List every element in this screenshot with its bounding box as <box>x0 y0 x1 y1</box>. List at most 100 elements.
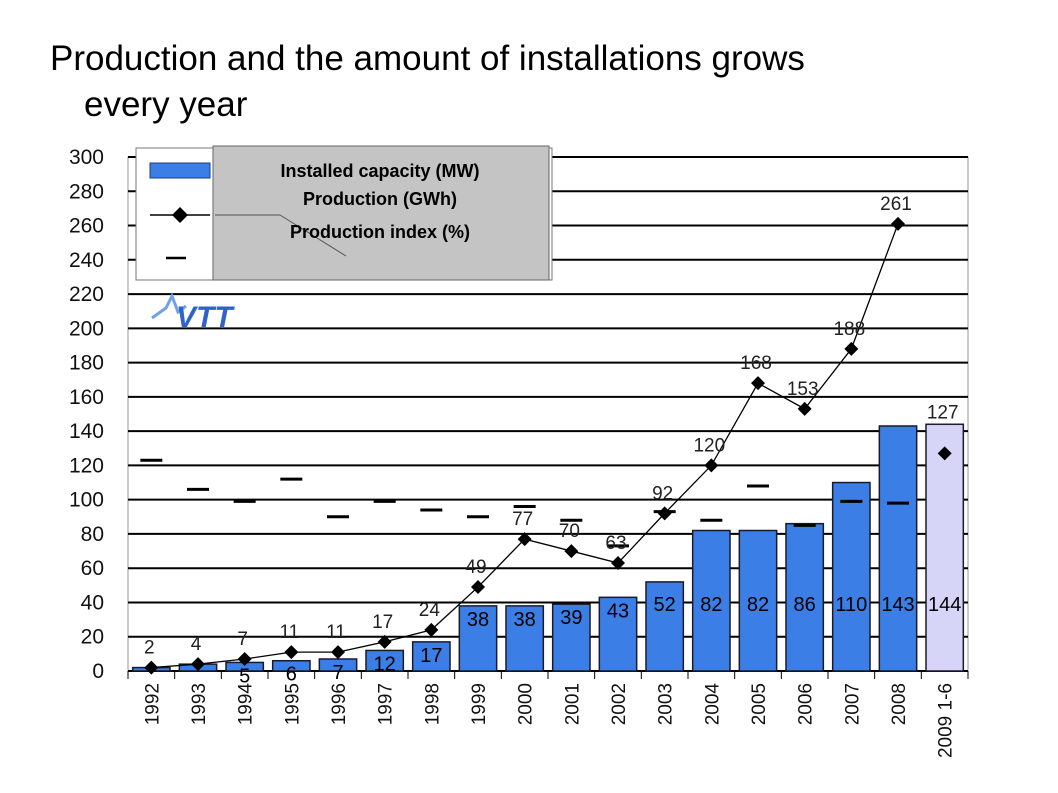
production-label: 11 <box>279 622 299 643</box>
production-marker <box>797 401 812 416</box>
y-tick-label: 300 <box>69 146 104 169</box>
production-marker <box>611 556 625 571</box>
x-tick-label: 2007 <box>842 683 863 725</box>
capacity-bar-label: 143 <box>881 594 914 616</box>
x-tick-label: 2008 <box>889 683 910 725</box>
production-label: 4 <box>191 634 202 655</box>
x-axis: 1992 1993 1994 1995 1996 1997 1998 1999 2000 2001… <box>127 671 969 758</box>
production-label: 77 <box>512 509 533 530</box>
y-tick-label: 20 <box>81 626 104 649</box>
production-label: 168 <box>740 353 772 374</box>
x-tick-label: 2009 1-6 <box>936 683 957 758</box>
y-tick-label: 140 <box>69 420 104 443</box>
x-tick-label: 1996 <box>329 683 350 725</box>
production-label: 188 <box>833 319 865 340</box>
capacity-bar <box>505 605 545 672</box>
slide-title: Production and the amount of installatio… <box>50 36 1040 128</box>
capacity-bar <box>785 522 825 672</box>
production-marker <box>564 544 579 559</box>
production-marker <box>144 660 159 675</box>
x-tick-label: 2002 <box>609 683 630 725</box>
y-tick-label: 80 <box>81 523 104 546</box>
production-line <box>144 216 952 675</box>
production-marker <box>284 645 299 660</box>
production-label: 2 <box>144 638 155 659</box>
production-marker <box>331 645 345 660</box>
capacity-bar <box>925 423 965 672</box>
production-label: 11 <box>326 622 346 643</box>
production-marker <box>237 652 252 667</box>
x-tick-label: 1992 <box>142 683 163 725</box>
capacity-bar <box>458 605 498 672</box>
capacity-bar-label: 82 <box>700 594 722 616</box>
capacity-bar-label: 110 <box>835 594 867 616</box>
capacity-bar-label: 82 <box>747 594 769 616</box>
y-tick-label: 40 <box>81 591 104 614</box>
production-label: 127 <box>927 402 959 423</box>
y-tick-label: 180 <box>69 352 104 375</box>
capacity-bar-label: 7 <box>332 662 343 684</box>
production-marker <box>517 532 532 547</box>
capacity-bar <box>551 603 591 672</box>
production-marker <box>471 580 485 595</box>
production-label: 120 <box>693 435 725 456</box>
production-marker <box>937 446 952 461</box>
production-marker <box>891 216 905 231</box>
logo-swoosh-icon <box>151 292 187 320</box>
production-marker <box>751 376 765 391</box>
production-marker <box>424 622 439 637</box>
capacity-bar <box>691 529 731 672</box>
production-marker <box>191 657 205 672</box>
production-label: 7 <box>237 629 248 650</box>
legend-label-index: Production index (%) <box>290 222 470 242</box>
capacity-bar <box>411 641 451 672</box>
x-tick-label: 1998 <box>422 683 443 725</box>
capacity-bar-label: 144 <box>928 594 961 616</box>
y-tick-label: 220 <box>69 283 104 306</box>
y-tick-label: 120 <box>69 454 104 477</box>
capacity-bar-label: 12 <box>374 653 396 675</box>
production-label: 153 <box>787 379 819 400</box>
capacity-bar-label: 52 <box>654 594 676 616</box>
y-tick-label: 100 <box>69 489 104 512</box>
x-tick-label: 2004 <box>702 683 723 726</box>
production-label: 261 <box>880 194 912 215</box>
capacity-bar-label: 43 <box>607 600 629 622</box>
capacity-bar-label: 6 <box>286 664 297 686</box>
y-tick-label: 160 <box>69 386 104 409</box>
title-line-1: Production and the amount of installatio… <box>50 39 805 78</box>
capacity-bar-label: 38 <box>514 609 536 631</box>
x-tick-label: 2001 <box>562 683 583 725</box>
production-marker <box>844 341 859 356</box>
title-line-2: every year <box>84 85 248 124</box>
capacity-bar <box>878 425 918 672</box>
x-tick-label: 1993 <box>189 683 210 725</box>
x-tick-label: 1997 <box>376 683 397 725</box>
x-tick-label: 2006 <box>796 683 817 725</box>
legend-swatch-production-marker <box>172 207 188 223</box>
capacity-bar-labels: 5 6 7 12 17 38 38 39 43 52 82 82 86 110 143 144 <box>239 594 961 687</box>
legend-label-capacity: Installed capacity (MW) <box>280 161 479 181</box>
x-tick-label: 1999 <box>469 683 490 725</box>
production-marker <box>657 506 672 521</box>
x-tick-label: 2003 <box>656 683 677 725</box>
y-tick-label: 260 <box>69 215 104 238</box>
capacity-bar-label: 17 <box>420 645 442 667</box>
capacity-bar-label: 86 <box>794 594 816 616</box>
capacity-bar <box>645 581 685 672</box>
y-tick-label: 280 <box>69 180 104 203</box>
production-label: 49 <box>465 557 486 578</box>
legend-connector-line <box>279 214 347 257</box>
y-tick-label: 200 <box>69 317 104 340</box>
legend-label-panel <box>212 145 550 281</box>
capacity-bar <box>738 529 778 672</box>
production-marker <box>704 458 719 473</box>
legend-label-production: Production (GWh) <box>303 189 457 209</box>
y-tick-label: 240 <box>69 249 104 272</box>
capacity-bar <box>831 481 871 672</box>
production-label: 92 <box>652 483 673 504</box>
capacity-bar <box>271 659 311 672</box>
capacity-bar <box>598 596 638 672</box>
